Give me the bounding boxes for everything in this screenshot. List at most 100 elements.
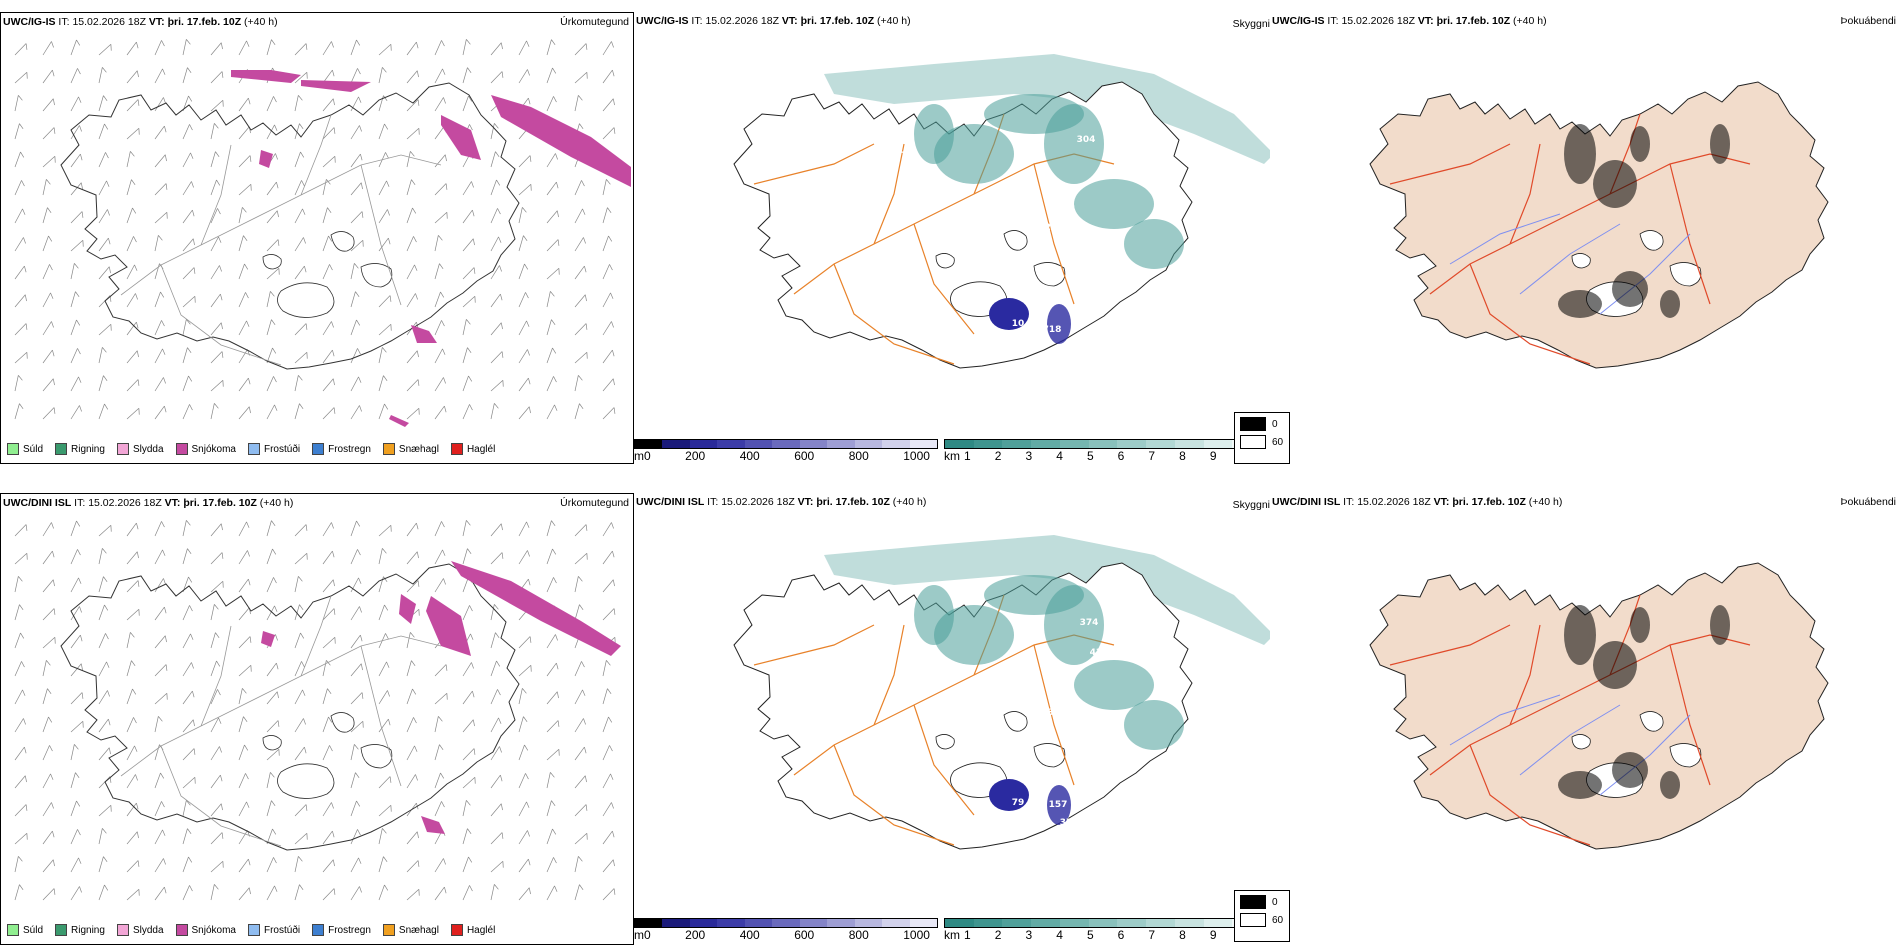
cloud-patch (1124, 700, 1184, 750)
legend-swatch (7, 443, 19, 455)
cloud-patch (984, 94, 1084, 134)
wind-barb (182, 67, 192, 84)
vt-label: VT: (797, 496, 814, 508)
panel-label-fog: Þokuábendi (1840, 15, 1896, 27)
wind-barb (574, 294, 587, 308)
scale-tick-label: 9 (1209, 928, 1217, 942)
wind-barb (490, 552, 504, 565)
valid-time: þri. 17.feb. 10Z (800, 15, 875, 27)
wind-barb (434, 377, 446, 392)
wind-barb (406, 831, 419, 845)
scale-tick-label: 5 (1086, 928, 1094, 942)
wind-barb (546, 720, 560, 733)
wind-barb (350, 96, 362, 112)
wind-barb (462, 856, 473, 873)
wind-barb (266, 772, 275, 789)
cloud-patch (934, 124, 1014, 184)
visibility-ticks-2: 12345678910 (964, 928, 1254, 942)
wind-barb (182, 347, 192, 364)
legend-label: Frostregn (328, 443, 371, 455)
cloud-patch (914, 585, 954, 645)
wind-barb (70, 68, 81, 84)
wind-barb (406, 551, 419, 565)
wind-barb (14, 718, 26, 733)
cloud-panel-2: UWC/DINI ISL IT: 15.02.2026 18Z VT: þri.… (634, 493, 1270, 945)
scale-tick-label: 2 (994, 449, 1002, 463)
wind-barb (490, 660, 501, 677)
scale-tick-label: 1000 (903, 449, 930, 463)
snow-area (421, 816, 445, 834)
wind-barb (518, 292, 529, 308)
wind-barb (602, 292, 614, 308)
vt-label: VT: (1433, 496, 1450, 508)
wind-barb (322, 550, 335, 565)
wind-barb (126, 151, 135, 168)
wind-barb (42, 888, 56, 901)
legend-item: Slydda (116, 924, 164, 936)
wind-barb (126, 551, 139, 565)
scale-tick-label: 6 (1117, 449, 1125, 463)
wind-barb (98, 324, 112, 336)
wind-barb (126, 831, 139, 845)
wind-barb (14, 323, 28, 336)
scale-segment (1203, 440, 1233, 448)
legend-swatch (450, 924, 463, 936)
wind-barb (294, 375, 303, 392)
glacier-outline (1639, 711, 1664, 732)
wind-barb (378, 324, 392, 336)
wind-barb (238, 858, 251, 873)
fog-patch (1593, 641, 1637, 689)
legend-label: Slydda (132, 924, 164, 936)
fog-patch (1710, 605, 1730, 645)
legend-swatch (7, 924, 19, 936)
wind-barb (490, 42, 503, 56)
wind-barb (266, 319, 276, 336)
wind-barb (14, 294, 27, 308)
wind-barb (602, 378, 615, 392)
wind-barb (378, 884, 389, 901)
wind-barb (406, 128, 420, 140)
cloud-patch (984, 575, 1084, 615)
wind-barb (210, 351, 224, 364)
wind-barb (322, 321, 334, 336)
wind-barb (182, 267, 196, 280)
wind-barb (322, 207, 332, 224)
wind-barb (546, 828, 557, 845)
wind-barb (322, 522, 334, 537)
wind-barb (182, 548, 192, 565)
visibility-scalebar-2 (944, 918, 1262, 928)
wind-barb (126, 717, 137, 733)
wind-barb (518, 207, 527, 224)
wind-barb (350, 153, 363, 168)
legend-swatch (116, 443, 129, 455)
low-cloud-area (1047, 304, 1071, 344)
wind-barb (238, 716, 248, 733)
snow-area (301, 80, 371, 92)
wind-barb (126, 580, 140, 593)
scale-segment (854, 919, 883, 927)
wind-barb (546, 210, 559, 224)
legend-label: Rigning (71, 443, 105, 455)
wind-barb (238, 665, 252, 677)
wind-barb (350, 829, 361, 845)
wind-barb (350, 182, 363, 196)
wind-barb (14, 833, 28, 845)
cloud-patch (914, 104, 954, 164)
wind-barb (602, 69, 615, 84)
scale-segment (945, 440, 974, 448)
wind-barb (602, 407, 616, 420)
wind-barb (574, 856, 583, 873)
wind-barb (182, 633, 194, 649)
fog-legend-label: 60 (1272, 436, 1284, 448)
model-name: UWC/IG-IS (636, 15, 689, 27)
wind-barb (266, 662, 279, 677)
wind-barb (70, 211, 84, 224)
wind-barb (462, 209, 475, 224)
wind-barb (322, 888, 336, 901)
wind-barb (70, 606, 82, 621)
wind-barb (434, 405, 447, 420)
wind-barb (154, 829, 166, 845)
wind-barb (238, 801, 250, 817)
wind-barb (574, 323, 588, 336)
panel-title: UWC/DINI ISL IT: 15.02.2026 18Z VT: þri.… (636, 496, 926, 508)
